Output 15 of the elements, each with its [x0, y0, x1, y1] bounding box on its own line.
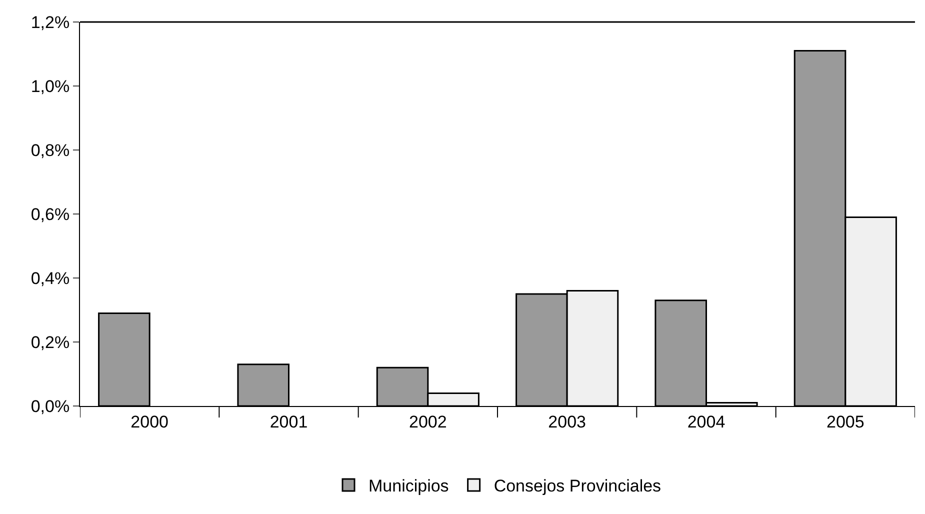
legend-label: Municipios [368, 476, 449, 496]
y-tick-label: 0,0% [30, 396, 70, 416]
y-tick-label: 0,6% [30, 204, 70, 224]
y-tick-label: 0,4% [30, 268, 70, 288]
y-tick-label: 0,8% [30, 140, 70, 160]
legend-label: Consejos Provinciales [494, 476, 662, 496]
x-tick-label: 2004 [687, 412, 726, 432]
x-tick-label: 2002 [409, 412, 447, 432]
x-tick-label: 2003 [548, 412, 586, 432]
y-tick-label: 1,2% [30, 12, 70, 32]
x-tick-label: 2000 [130, 412, 168, 432]
y-tick-label: 0,2% [30, 332, 70, 352]
x-tick-label: 2005 [826, 412, 864, 432]
y-tick-label: 1,0% [30, 76, 70, 96]
x-tick-label: 2001 [270, 412, 308, 432]
